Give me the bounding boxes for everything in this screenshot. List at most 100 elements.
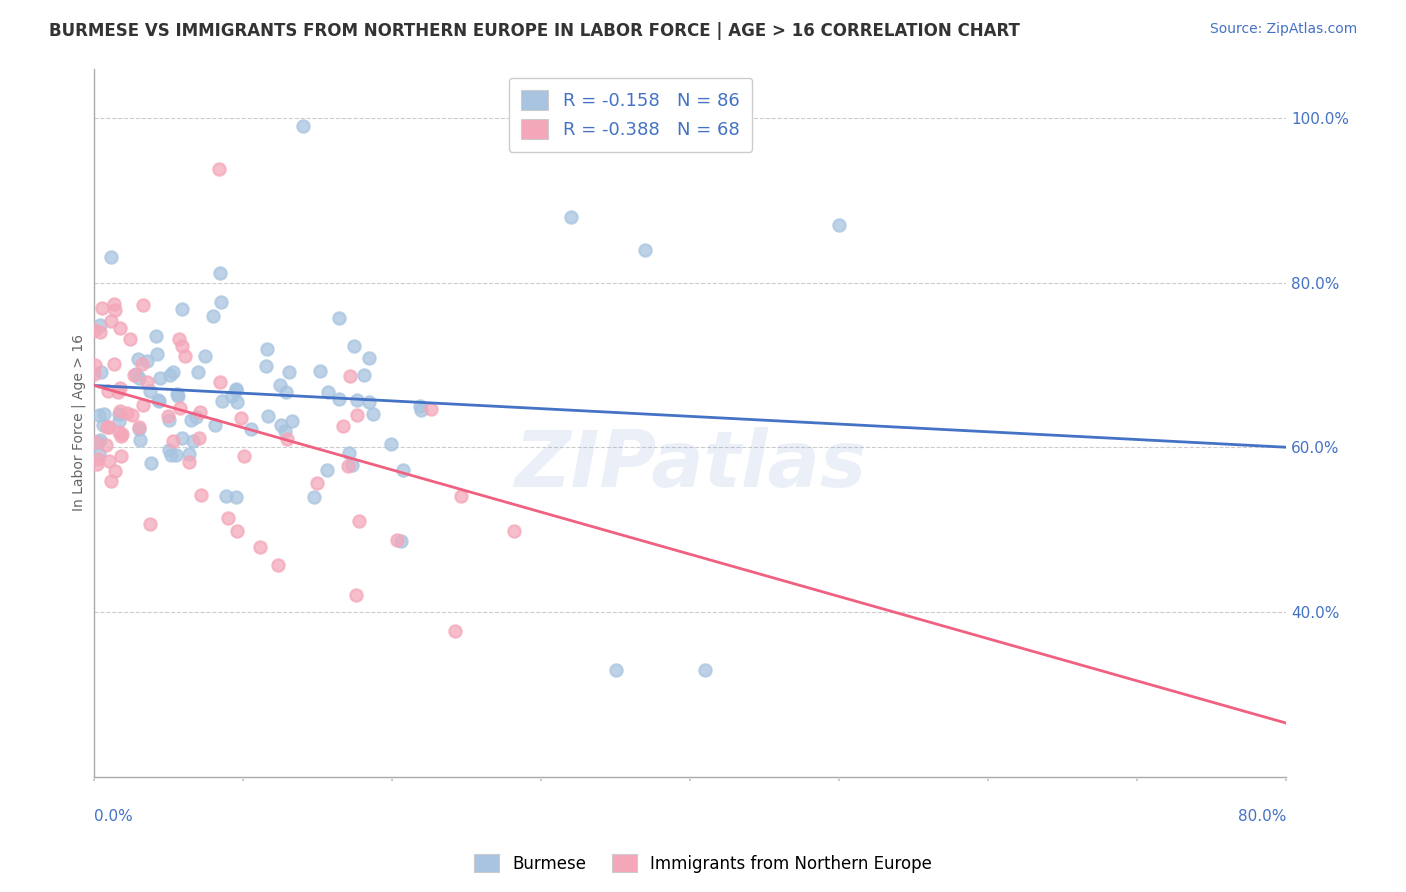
- Point: [389, 533, 412, 548]
- Point: [87, 446, 110, 460]
- Point: [170, 302, 193, 317]
- Point: [131, 398, 153, 412]
- Point: [181, 434, 204, 449]
- Point: [87, 435, 110, 450]
- Point: [353, 368, 375, 382]
- Point: [225, 383, 247, 397]
- Point: [180, 413, 202, 427]
- Point: [225, 490, 247, 504]
- Point: [107, 408, 129, 422]
- Point: [145, 328, 167, 343]
- Point: [89, 318, 111, 332]
- Point: [204, 418, 226, 433]
- Point: [167, 389, 190, 403]
- Point: [93, 407, 115, 421]
- Point: [146, 392, 169, 407]
- Point: [211, 394, 233, 409]
- Point: [184, 410, 207, 425]
- Point: [269, 377, 291, 392]
- Point: [162, 365, 184, 379]
- Point: [177, 447, 200, 461]
- Point: [346, 409, 368, 423]
- Point: [84, 358, 107, 372]
- Text: 0.0%: 0.0%: [94, 809, 132, 824]
- Point: [89, 433, 111, 447]
- Point: [97, 384, 120, 399]
- Point: [100, 250, 122, 264]
- Point: [157, 409, 180, 423]
- Point: [419, 402, 441, 417]
- Point: [97, 419, 120, 434]
- Point: [270, 417, 292, 432]
- Point: [229, 410, 252, 425]
- Point: [104, 303, 127, 318]
- Point: [208, 161, 231, 176]
- Point: [342, 458, 364, 472]
- Point: [107, 414, 129, 428]
- Point: [138, 517, 160, 532]
- Point: [135, 354, 157, 368]
- Point: [280, 414, 302, 428]
- Point: [89, 325, 111, 339]
- Point: [344, 588, 367, 602]
- Point: [110, 429, 132, 443]
- Point: [173, 349, 195, 363]
- Point: [103, 357, 125, 371]
- Point: [225, 395, 247, 409]
- Text: BURMESE VS IMMIGRANTS FROM NORTHERN EUROPE IN LABOR FORCE | AGE > 16 CORRELATION: BURMESE VS IMMIGRANTS FROM NORTHERN EURO…: [49, 22, 1021, 40]
- Point: [409, 403, 432, 417]
- Point: [172, 431, 194, 445]
- Point: [409, 399, 432, 413]
- Point: [316, 385, 339, 400]
- Point: [124, 367, 146, 381]
- Legend: Burmese, Immigrants from Northern Europe: Burmese, Immigrants from Northern Europe: [468, 847, 938, 880]
- Point: [149, 371, 172, 385]
- Point: [254, 359, 277, 373]
- Point: [128, 422, 150, 436]
- Point: [391, 463, 413, 477]
- Point: [100, 313, 122, 327]
- Point: [187, 365, 209, 379]
- Point: [450, 489, 472, 503]
- Point: [159, 368, 181, 382]
- Point: [332, 419, 354, 434]
- Legend: R = -0.158   N = 86, R = -0.388   N = 68: R = -0.158 N = 86, R = -0.388 N = 68: [509, 78, 752, 152]
- Point: [560, 210, 582, 224]
- Point: [444, 624, 467, 638]
- Text: ZIPatlas: ZIPatlas: [513, 427, 866, 503]
- Point: [308, 364, 330, 378]
- Point: [305, 475, 328, 490]
- Point: [249, 541, 271, 555]
- Point: [127, 351, 149, 366]
- Point: [380, 436, 402, 450]
- Point: [201, 310, 224, 324]
- Point: [256, 409, 278, 424]
- Point: [94, 438, 117, 452]
- Point: [233, 450, 256, 464]
- Point: [107, 384, 129, 399]
- Point: [86, 458, 108, 472]
- Point: [146, 346, 169, 360]
- Point: [157, 443, 180, 458]
- Point: [363, 407, 385, 421]
- Point: [316, 463, 339, 477]
- Point: [339, 445, 361, 459]
- Point: [169, 401, 191, 416]
- Point: [337, 459, 360, 474]
- Point: [226, 524, 249, 538]
- Point: [208, 375, 231, 389]
- Point: [110, 380, 132, 394]
- Point: [277, 365, 299, 379]
- Point: [139, 456, 162, 470]
- Point: [93, 418, 115, 433]
- Point: [131, 357, 153, 371]
- Point: [157, 413, 180, 427]
- Point: [693, 663, 716, 677]
- Point: [132, 298, 155, 312]
- Point: [128, 420, 150, 434]
- Point: [634, 243, 657, 257]
- Point: [124, 368, 146, 383]
- Point: [84, 435, 107, 450]
- Point: [121, 408, 143, 422]
- Point: [215, 489, 238, 503]
